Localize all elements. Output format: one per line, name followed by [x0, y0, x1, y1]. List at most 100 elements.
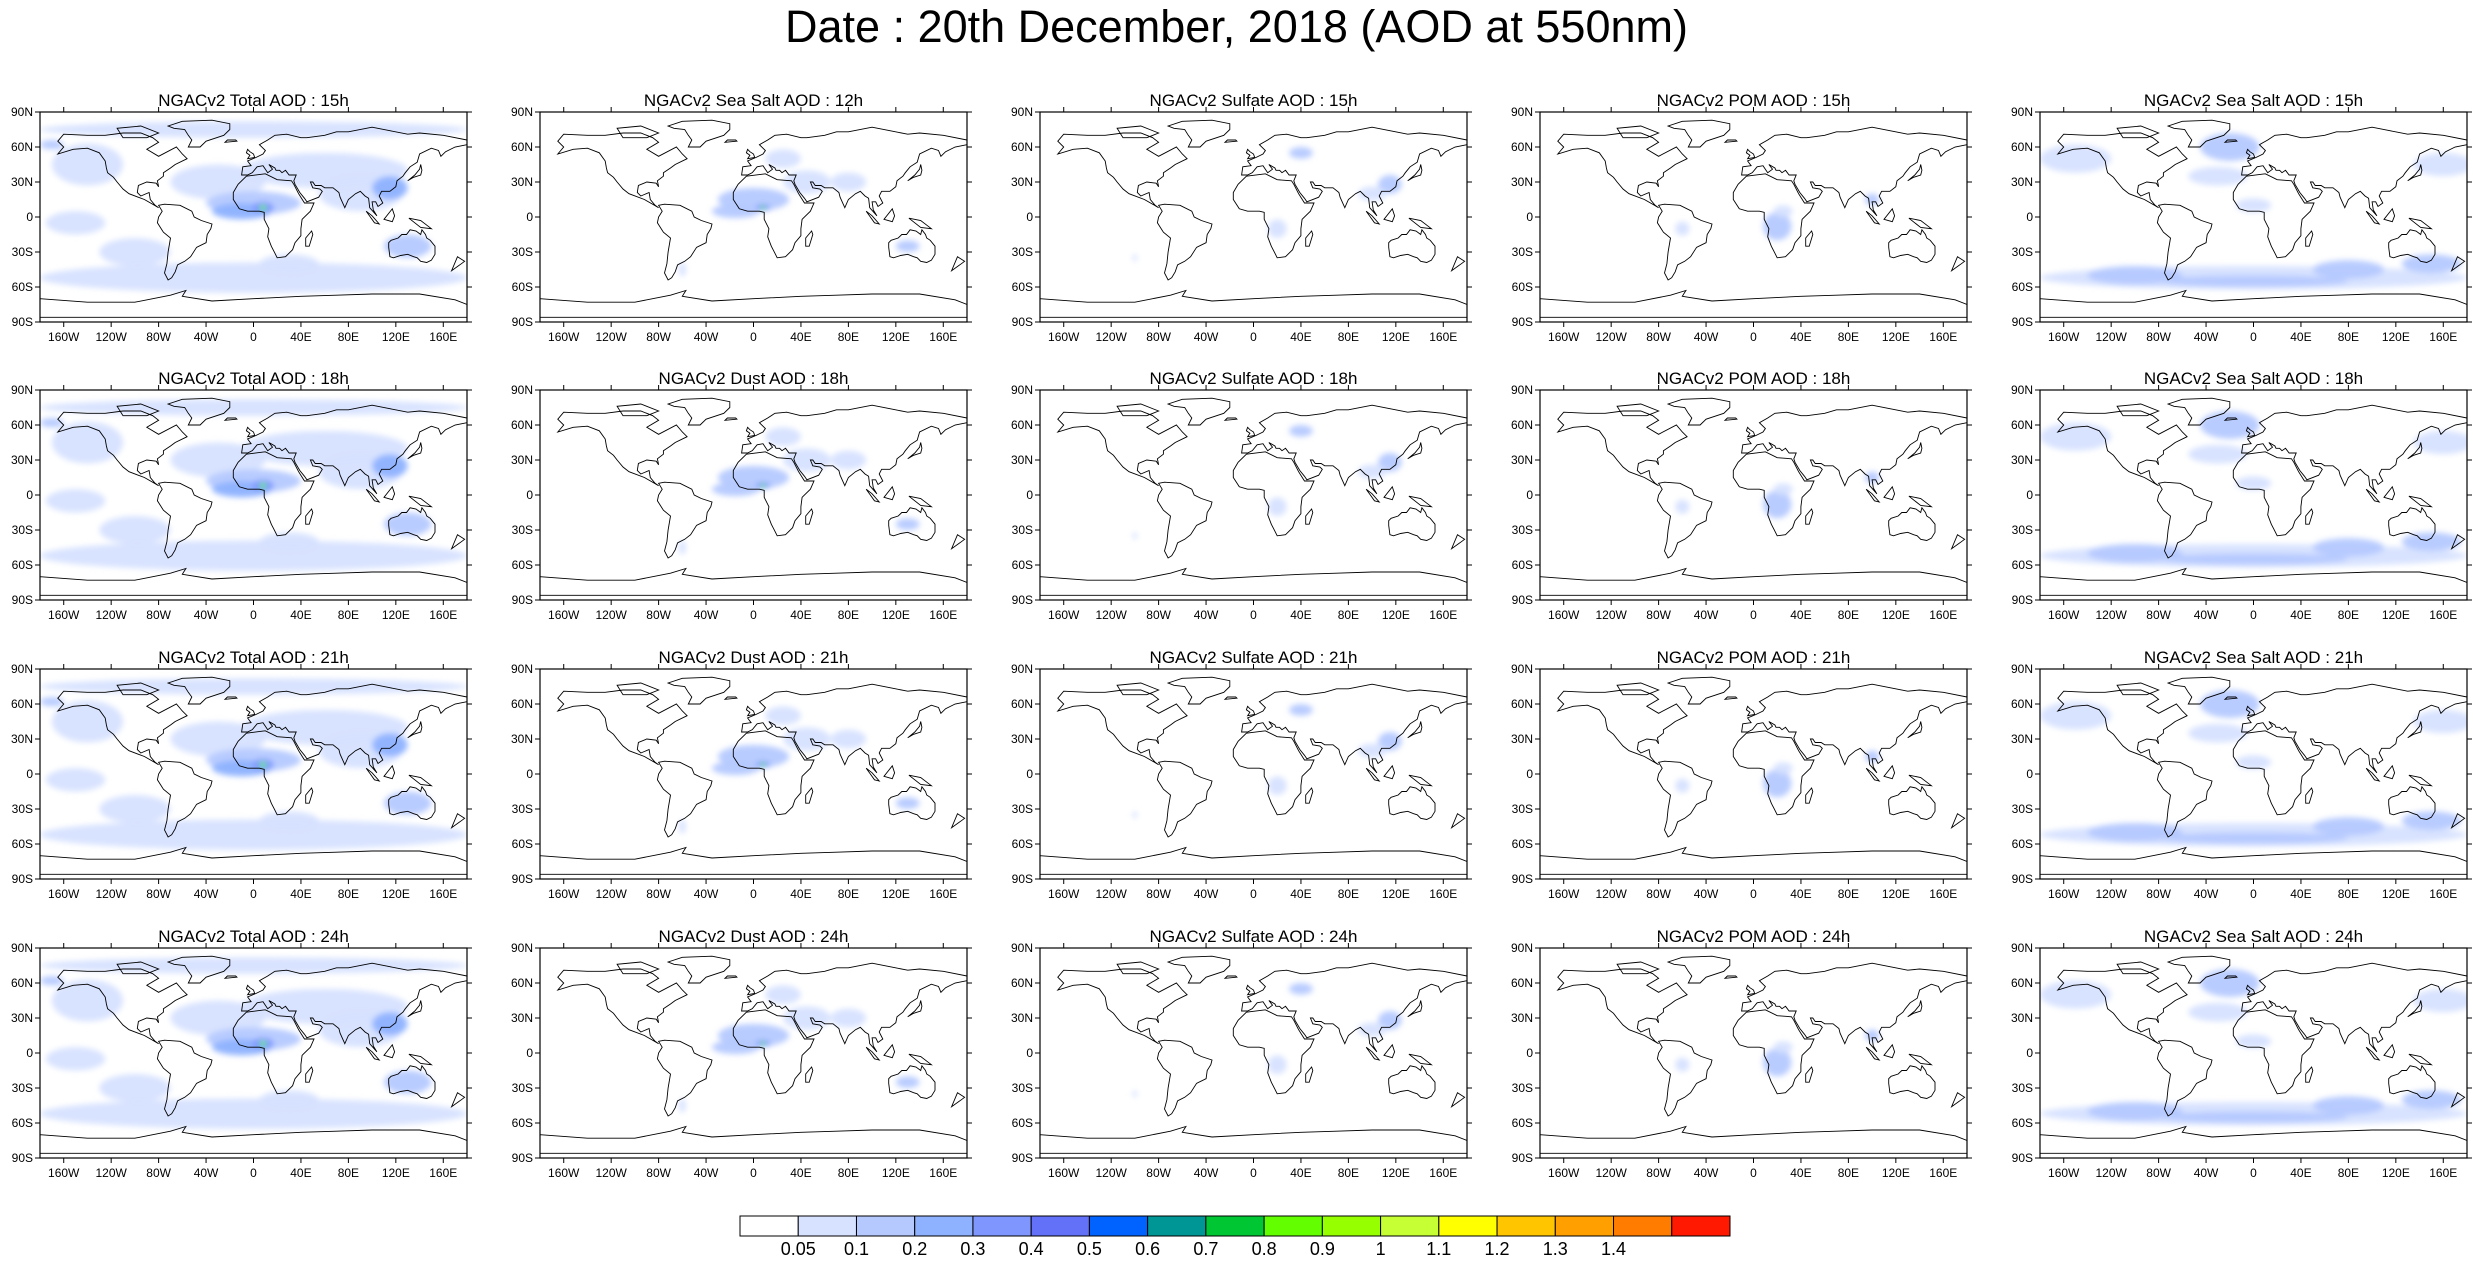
aerosol-field	[259, 1041, 267, 1046]
lat-tick-label: 90S	[512, 315, 533, 329]
aerosol-field	[40, 121, 467, 138]
lon-tick-label: 120E	[382, 608, 410, 622]
lon-tick-label: 40W	[2194, 887, 2219, 901]
coastline	[656, 760, 713, 838]
lon-tick-label: 40W	[1694, 887, 1719, 901]
lon-tick-label: 120E	[1382, 608, 1410, 622]
coastline	[1245, 705, 1256, 717]
lat-tick-label: 30N	[11, 1011, 33, 1025]
map-background	[540, 112, 967, 322]
aerosol-field	[765, 985, 801, 1004]
lat-tick-label: 0	[2026, 767, 2033, 781]
lon-tick-label: 120E	[1882, 330, 1910, 344]
lat-tick-label: 60S	[1512, 837, 1533, 851]
coastline	[2040, 846, 2467, 875]
aerosol-field	[1357, 464, 1387, 479]
lat-tick-label: 90S	[512, 593, 533, 607]
lon-tick-label: 0	[1250, 608, 1257, 622]
lat-tick-label: 90S	[2012, 593, 2033, 607]
lat-tick-label: 30N	[1011, 1011, 1033, 1025]
coastline	[2241, 126, 2467, 217]
lat-tick-label: 90N	[1511, 662, 1533, 676]
coastline	[907, 442, 923, 460]
coastline	[1888, 1064, 1936, 1099]
aerosol-field	[2401, 811, 2462, 830]
coastline	[1656, 481, 1713, 559]
coastline	[950, 813, 966, 829]
lon-tick-label: 80W	[2146, 608, 2171, 622]
coastline	[245, 148, 256, 160]
lon-tick-label: 80E	[838, 887, 859, 901]
lon-tick-label: 160E	[929, 330, 957, 344]
coastline	[1556, 132, 1688, 209]
lat-tick-label: 60S	[2012, 1116, 2033, 1130]
coastline	[407, 1000, 423, 1018]
coastline	[407, 164, 423, 182]
aerosol-field	[2312, 260, 2384, 279]
coastline	[232, 173, 315, 259]
coastline	[888, 785, 936, 820]
coastline	[1408, 1053, 1433, 1066]
coastline	[2166, 119, 2231, 148]
coastline	[2408, 1053, 2433, 1066]
lat-tick-label: 90N	[11, 662, 33, 676]
colorbar-box	[1147, 1215, 1207, 1237]
coastline	[1732, 451, 1815, 537]
lon-tick-label: 120E	[1382, 330, 1410, 344]
coastline	[1040, 567, 1467, 596]
aerosol-field	[2312, 538, 2384, 557]
coastline	[1365, 767, 1381, 782]
lat-tick-label: 0	[1526, 488, 1533, 502]
colorbar-label: 0.4	[1019, 1239, 1044, 1259]
aerosol-field	[1773, 762, 1793, 774]
map-panel: NGACv2 Total AOD : 24h 90N 60N 30N 0 30S 60S 90…	[0, 926, 500, 1196]
lon-tick-label: 80W	[1146, 608, 1171, 622]
aerosol-field	[2413, 152, 2467, 177]
lon-tick-label: 160W	[2048, 1166, 2080, 1180]
coastline	[540, 846, 967, 875]
coastline	[1232, 1009, 1315, 1095]
aerosol-field	[1762, 1048, 1792, 1077]
coastline	[1388, 785, 1436, 820]
coastline	[2383, 485, 2396, 501]
lon-tick-label: 120W	[95, 887, 127, 901]
coastline	[883, 1043, 896, 1059]
aerosol-field	[2235, 198, 2272, 213]
lon-tick-label: 0	[250, 608, 257, 622]
coastline	[1666, 676, 1731, 705]
coastline	[388, 785, 436, 820]
lon-tick-label: 160E	[1429, 608, 1457, 622]
panel-title: NGACv2 Sulfate AOD : 15h	[1149, 91, 1358, 110]
coastline	[656, 203, 713, 281]
lat-tick-label: 0	[526, 488, 533, 502]
aerosol-field	[783, 1006, 831, 1030]
lat-tick-label: 30S	[2012, 245, 2033, 259]
lon-tick-label: 40E	[790, 1166, 811, 1180]
coastline	[2232, 1009, 2315, 1095]
coastline	[1116, 403, 1160, 417]
lat-tick-label: 30S	[2012, 1081, 2033, 1095]
coastline	[388, 1064, 436, 1099]
coastline	[1723, 975, 1738, 979]
coastline	[666, 397, 731, 426]
lon-tick-label: 0	[250, 1166, 257, 1180]
lon-tick-label: 80W	[146, 608, 171, 622]
world-map: 90N 60N 30N 0 30S 60S 90S 160W 120W 80W 40W 0 40E 80E…	[1511, 941, 1972, 1180]
world-map: 90N 60N 30N 0 30S 60S 90S 160W 120W 80W 40W 0 40E 80E…	[511, 383, 972, 622]
coastline	[2223, 696, 2238, 700]
coastline	[2407, 721, 2423, 739]
coastline	[1908, 495, 1933, 508]
lon-tick-label: 120E	[382, 330, 410, 344]
aerosol-field	[2188, 1002, 2248, 1022]
coastline	[1408, 774, 1433, 787]
coastline	[241, 683, 467, 774]
lon-tick-label: 40W	[1194, 330, 1219, 344]
coastline	[305, 787, 314, 804]
coastline	[1950, 813, 1966, 829]
lat-tick-label: 90S	[512, 872, 533, 886]
lon-tick-label: 160E	[1929, 330, 1957, 344]
coastline	[245, 705, 256, 717]
lon-tick-label: 80E	[338, 1166, 359, 1180]
aerosol-field	[1773, 1041, 1793, 1053]
lat-tick-label: 0	[2026, 210, 2033, 224]
